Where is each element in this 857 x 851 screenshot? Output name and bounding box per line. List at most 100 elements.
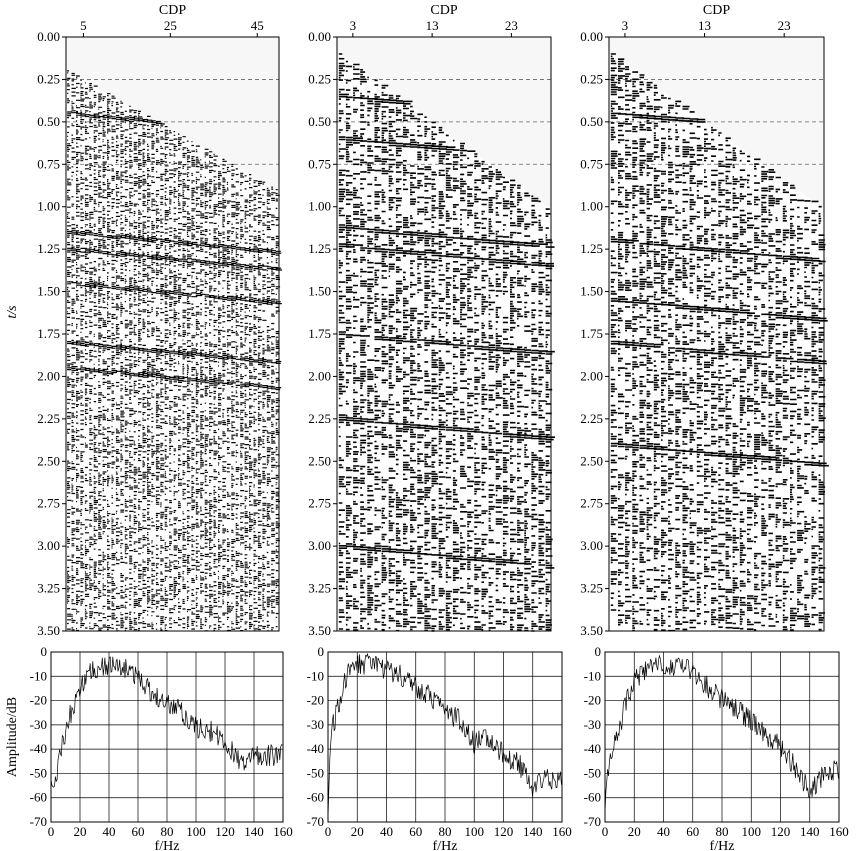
- amp-tick-label: -40: [307, 741, 324, 756]
- freq-tick-label: 40: [103, 824, 116, 839]
- time-tick-label: 0.25: [580, 71, 603, 86]
- time-tick-label: 0.25: [308, 71, 331, 86]
- time-tick-label: 0.00: [37, 29, 60, 44]
- time-tick-label: 0.75: [580, 156, 603, 171]
- time-tick-label: 1.50: [580, 284, 603, 299]
- amp-tick-label: -30: [307, 717, 324, 732]
- time-tick-label: 3.50: [308, 623, 331, 638]
- cdp-tick-label: 23: [778, 18, 791, 33]
- freq-axis-label: f/Hz: [433, 839, 458, 851]
- time-tick-label: 0.75: [37, 156, 60, 171]
- amp-tick-label: -10: [584, 668, 601, 683]
- time-tick-label: 2.25: [37, 411, 60, 426]
- amplitude-spectrum: 0 20 40 60 80 100 120 140 160 0 -10 -20 -30 -40 -50 -60…: [307, 644, 572, 839]
- freq-tick-label: 120: [494, 824, 514, 839]
- time-tick-label: 3.50: [37, 623, 60, 638]
- time-tick-label: 0.00: [308, 29, 331, 44]
- amp-tick-label: -20: [584, 693, 601, 708]
- amp-tick-label: -50: [30, 765, 47, 780]
- amp-tick-label: -60: [584, 790, 601, 805]
- freq-tick-label: 60: [686, 824, 699, 839]
- time-tick-label: 2.25: [308, 411, 331, 426]
- amp-tick-label: 0: [595, 644, 602, 659]
- time-tick-label: 1.25: [308, 241, 331, 256]
- freq-tick-label: 20: [351, 824, 364, 839]
- time-tick-label: 0.25: [37, 71, 60, 86]
- time-tick-label: 1.25: [37, 241, 60, 256]
- wiggle-traces: [610, 53, 829, 632]
- seismic-gather: [337, 37, 555, 632]
- amp-tick-label: -30: [30, 717, 47, 732]
- time-tick-label: 2.50: [580, 453, 603, 468]
- amp-tick-label: 0: [41, 644, 48, 659]
- amp-tick-label: -70: [30, 814, 47, 829]
- amp-tick-label: -10: [30, 668, 47, 683]
- time-tick-label: 1.50: [308, 284, 331, 299]
- freq-tick-label: 160: [829, 824, 849, 839]
- cdp-axis-title: CDP: [703, 3, 730, 18]
- cdp-tick-label: 5: [80, 18, 87, 33]
- wiggle-traces: [67, 70, 283, 632]
- amp-tick-label: -20: [307, 693, 324, 708]
- freq-axis-label: f/Hz: [155, 839, 180, 851]
- freq-tick-label: 140: [244, 824, 264, 839]
- time-tick-label: 1.00: [308, 199, 331, 214]
- freq-tick-label: 160: [273, 824, 293, 839]
- amp-tick-label: -60: [307, 790, 324, 805]
- cdp-tick-label: 13: [698, 18, 711, 33]
- spectrum-frame: [604, 651, 840, 823]
- cdp-axis-title: CDP: [159, 3, 186, 18]
- amp-tick-label: -70: [307, 814, 324, 829]
- freq-tick-label: 0: [602, 824, 609, 839]
- amp-tick-label: -60: [30, 790, 47, 805]
- wiggle-traces: [338, 53, 555, 632]
- cdp-axis-title: CDP: [430, 3, 457, 18]
- freq-tick-label: 160: [552, 824, 572, 839]
- cdp-tick-label: 25: [164, 18, 177, 33]
- freq-tick-label: 140: [800, 824, 820, 839]
- freq-tick-label: 100: [186, 824, 206, 839]
- time-tick-label: 1.75: [308, 326, 331, 341]
- freq-tick-label: 120: [771, 824, 791, 839]
- cdp-tick-label: 3: [622, 18, 629, 33]
- spectrum-line: [604, 654, 839, 813]
- panel-c: CDP 3 13 23 0.00 0.25 0.50 0.75 1.00 1.25 1.50 1.75…: [580, 3, 849, 851]
- seismic-gather: [66, 37, 283, 632]
- time-tick-label: 1.25: [580, 241, 603, 256]
- time-tick-label: 0.00: [580, 29, 603, 44]
- amp-tick-label: -50: [307, 765, 324, 780]
- spectrum-frame: [50, 651, 284, 823]
- amp-tick-label: -40: [584, 741, 601, 756]
- muted-zone: [66, 37, 279, 190]
- amp-tick-label: -50: [584, 765, 601, 780]
- time-tick-label: 2.75: [580, 496, 603, 511]
- time-tick-label: 3.25: [37, 581, 60, 596]
- amplitude-spectrum: 0 20 40 60 80 100 120 140 160 0 -10 -20 -30 -40 -50 -60…: [584, 644, 849, 839]
- cdp-tick-label: 13: [426, 18, 439, 33]
- time-tick-label: 3.00: [37, 538, 60, 553]
- freq-tick-label: 60: [409, 824, 422, 839]
- spectrum-line: [327, 652, 562, 819]
- time-tick-label: 2.75: [37, 496, 60, 511]
- time-tick-label: 1.75: [37, 326, 60, 341]
- cdp-tick-label: 3: [350, 18, 357, 33]
- freq-tick-label: 20: [74, 824, 87, 839]
- freq-tick-label: 100: [742, 824, 762, 839]
- freq-tick-label: 60: [132, 824, 145, 839]
- amp-tick-label: 0: [318, 644, 325, 659]
- time-tick-label: 2.00: [580, 368, 603, 383]
- time-tick-label: 3.25: [308, 581, 331, 596]
- freq-tick-label: 120: [215, 824, 235, 839]
- panel-b: CDP 3 13 23 0.00 0.25 0.50 0.75 1.00 1.25 1.50 1.75…: [307, 3, 572, 851]
- time-tick-label: 3.25: [580, 581, 603, 596]
- spectrum-line: [50, 656, 283, 788]
- freq-tick-label: 80: [439, 824, 452, 839]
- freq-tick-label: 80: [161, 824, 174, 839]
- amp-tick-label: -30: [584, 717, 601, 732]
- time-tick-label: 1.50: [37, 284, 60, 299]
- time-tick-label: 2.00: [37, 368, 60, 383]
- time-tick-label: 2.00: [308, 368, 331, 383]
- amp-tick-label: -40: [30, 741, 47, 756]
- amp-tick-label: -20: [30, 693, 47, 708]
